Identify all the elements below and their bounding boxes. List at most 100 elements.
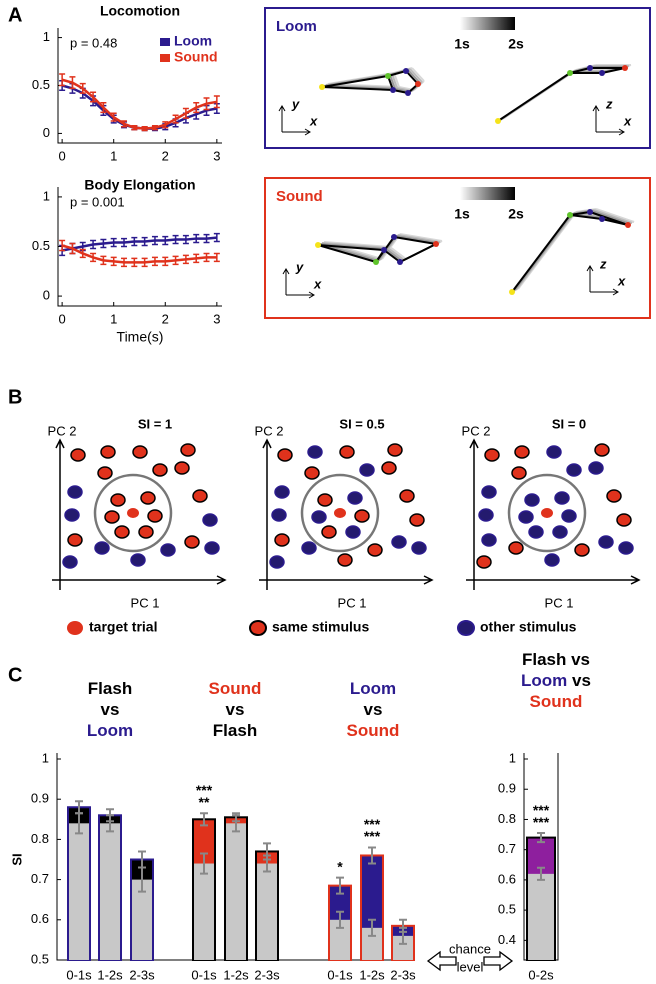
- x-tick-label: 1-2s: [223, 967, 249, 982]
- skeleton-joint: [567, 70, 573, 76]
- other-stimulus-dot: [481, 533, 497, 547]
- other-stimulus-dot: [345, 525, 361, 539]
- same-stimulus-dot: [511, 466, 527, 480]
- x-axis-label: PC 1: [131, 595, 160, 610]
- error-bar: [399, 926, 407, 945]
- y-tick-label: 0.5: [32, 238, 50, 253]
- skeleton-segment: [511, 214, 571, 293]
- group-title: Flash: [88, 679, 132, 698]
- other-stimulus-dot: [160, 543, 176, 557]
- y-tick-label: 0.5: [31, 951, 49, 966]
- axis-glyph: [282, 268, 315, 299]
- target-dot: [67, 621, 83, 635]
- same-stimulus-dot: [381, 461, 397, 475]
- x-tick-label: 2: [162, 148, 169, 163]
- skeleton-joint: [373, 259, 379, 265]
- neighborhood: [93, 473, 173, 553]
- significance: ***: [533, 814, 550, 830]
- skeleton-joint: [405, 90, 411, 96]
- axis-glyph-label: y: [295, 259, 304, 274]
- same-stimulus-dot: [476, 555, 492, 569]
- axis: [466, 438, 641, 590]
- error-bar: [138, 866, 146, 893]
- skeleton-joint: [622, 65, 628, 71]
- panel-label: B: [8, 386, 22, 408]
- same-stimulus-dot: [337, 553, 353, 567]
- skeleton-segment: [411, 67, 425, 82]
- other-stimulus-dot: [518, 510, 534, 524]
- group-title: Sound: [209, 679, 262, 698]
- chance-bar: [393, 935, 413, 960]
- skeleton-joint: [599, 70, 605, 76]
- axis: [57, 28, 222, 144]
- skeleton-joint: [567, 212, 573, 218]
- other-stimulus-dot: [202, 513, 218, 527]
- same-stimulus-dot: [70, 448, 86, 462]
- y-tick-label: 0.4: [498, 932, 516, 947]
- error-bar: [200, 812, 208, 827]
- same-stimulus-dot: [606, 489, 622, 503]
- axis-glyph-label: x: [623, 113, 632, 128]
- other-stimulus-dot: [347, 491, 363, 505]
- axis-glyph-label: x: [617, 273, 626, 288]
- chance-bar: [69, 823, 89, 960]
- x-tick-label: 0-2s: [528, 967, 554, 982]
- significance: ***: [196, 782, 213, 798]
- chart-title: Body Elongation: [84, 177, 195, 193]
- same-stimulus-dot: [97, 466, 113, 480]
- chance-bar: [100, 823, 120, 960]
- legend-label: other stimulus: [480, 619, 577, 635]
- legend-label: same stimulus: [272, 619, 369, 635]
- y-tick-label: 0.6: [31, 911, 49, 926]
- x-tick-label: 1-2s: [97, 967, 123, 982]
- skeleton-segment: [407, 69, 421, 84]
- annotation: p = 0.48: [70, 35, 117, 50]
- target-dot: [541, 508, 553, 518]
- y-tick-label: 0.7: [31, 871, 49, 886]
- other-stimulus-dot: [554, 491, 570, 505]
- axis: [52, 438, 227, 590]
- group-title-part: Loom: [521, 671, 567, 690]
- series-line: [61, 236, 217, 252]
- y-axis-label: PC 2: [48, 423, 77, 438]
- skeleton-segment: [409, 68, 423, 83]
- same-stimulus-dot: [321, 525, 337, 539]
- error-bar: [75, 812, 83, 835]
- same-stimulus-dot: [132, 445, 148, 459]
- legend-label: Loom: [174, 33, 212, 49]
- group-title-part: Flash vs: [522, 650, 590, 669]
- same-stimulus-dot: [192, 489, 208, 503]
- significance: **: [199, 794, 210, 810]
- other-stimulus-dot: [130, 553, 146, 567]
- y-tick-label: 0.5: [498, 902, 516, 917]
- x-tick-label: 2-3s: [390, 967, 416, 982]
- skeleton-segment: [389, 74, 396, 90]
- axis-glyph-label: x: [313, 276, 322, 291]
- axis-glyph-label: z: [599, 256, 607, 271]
- chance-bar: [132, 879, 152, 960]
- other-stimulus-dot: [457, 620, 475, 636]
- skeleton-segment: [383, 249, 401, 263]
- time-gradient: [460, 187, 515, 200]
- group-title-part: Flash: [88, 679, 132, 698]
- same-stimulus-dot: [277, 448, 293, 462]
- significance: ***: [364, 828, 381, 844]
- other-stimulus-dot: [524, 493, 540, 507]
- time-end: 2s: [508, 36, 524, 52]
- error-bar: [263, 854, 271, 873]
- other-stimulus-dot: [561, 509, 577, 523]
- group-title-part: Sound: [209, 679, 262, 698]
- skeleton-joint: [599, 216, 605, 222]
- same-stimulus-dot: [67, 533, 83, 547]
- chance-bar: [194, 863, 214, 960]
- x-tick-label: 3: [213, 311, 220, 326]
- same-stimulus-dot: [304, 466, 320, 480]
- skeleton-frame: [264, 177, 651, 319]
- y-tick-label: 0.6: [498, 871, 516, 886]
- y-axis-label: PC 2: [255, 423, 284, 438]
- group-title: vs: [226, 700, 245, 719]
- target-dot: [334, 508, 346, 518]
- other-stimulus-dot: [301, 541, 317, 555]
- other-stimulus-dot: [204, 541, 220, 555]
